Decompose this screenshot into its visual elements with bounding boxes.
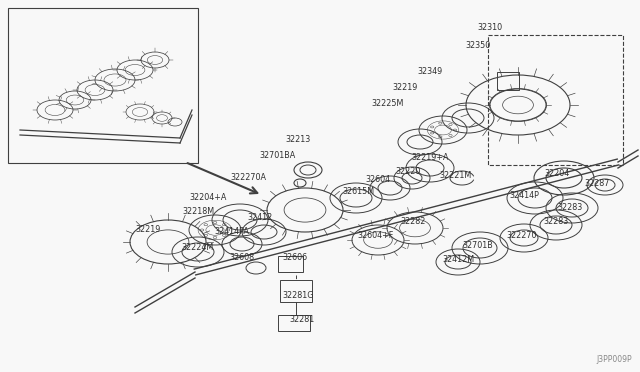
Text: 32701B: 32701B <box>463 241 493 250</box>
Text: 32701BA: 32701BA <box>260 151 296 160</box>
Text: 32414P: 32414P <box>509 190 539 199</box>
Text: 32281G: 32281G <box>282 291 314 299</box>
Text: 32225M: 32225M <box>372 99 404 108</box>
Text: 32221M: 32221M <box>440 170 472 180</box>
Text: 32213: 32213 <box>285 135 310 144</box>
Text: 32349: 32349 <box>417 67 443 77</box>
Text: 32283: 32283 <box>557 203 582 212</box>
Text: 32310: 32310 <box>477 23 502 32</box>
Text: 32287: 32287 <box>584 179 610 187</box>
Text: 32412M: 32412M <box>442 256 474 264</box>
Text: 32606: 32606 <box>282 253 308 263</box>
Text: 32224M: 32224M <box>182 244 214 253</box>
Text: 322270A: 322270A <box>230 173 266 183</box>
Text: 32204: 32204 <box>545 169 570 177</box>
Text: 32282: 32282 <box>400 218 426 227</box>
Text: 32219+A: 32219+A <box>412 154 449 163</box>
Text: 32219: 32219 <box>135 225 161 234</box>
Text: 32412: 32412 <box>248 214 273 222</box>
Text: 32414PA: 32414PA <box>214 228 250 237</box>
Text: 32204+A: 32204+A <box>189 193 227 202</box>
Text: J3PP009P: J3PP009P <box>596 355 632 364</box>
Bar <box>280 280 312 302</box>
Bar <box>488 35 623 165</box>
Text: 32608: 32608 <box>229 253 255 263</box>
Text: 32604: 32604 <box>365 176 390 185</box>
Text: 32281: 32281 <box>289 315 315 324</box>
Bar <box>8 8 198 163</box>
Text: 322270: 322270 <box>507 231 537 240</box>
Text: 32350: 32350 <box>465 41 491 49</box>
Text: 32283: 32283 <box>543 218 568 227</box>
Text: 32219: 32219 <box>392 83 418 93</box>
Bar <box>278 256 303 272</box>
Bar <box>278 315 310 331</box>
Text: 32218M: 32218M <box>182 208 214 217</box>
Bar <box>497 72 519 90</box>
Text: 32604+F: 32604+F <box>358 231 394 240</box>
Text: 32615M: 32615M <box>342 187 374 196</box>
Text: 32220: 32220 <box>396 167 420 176</box>
